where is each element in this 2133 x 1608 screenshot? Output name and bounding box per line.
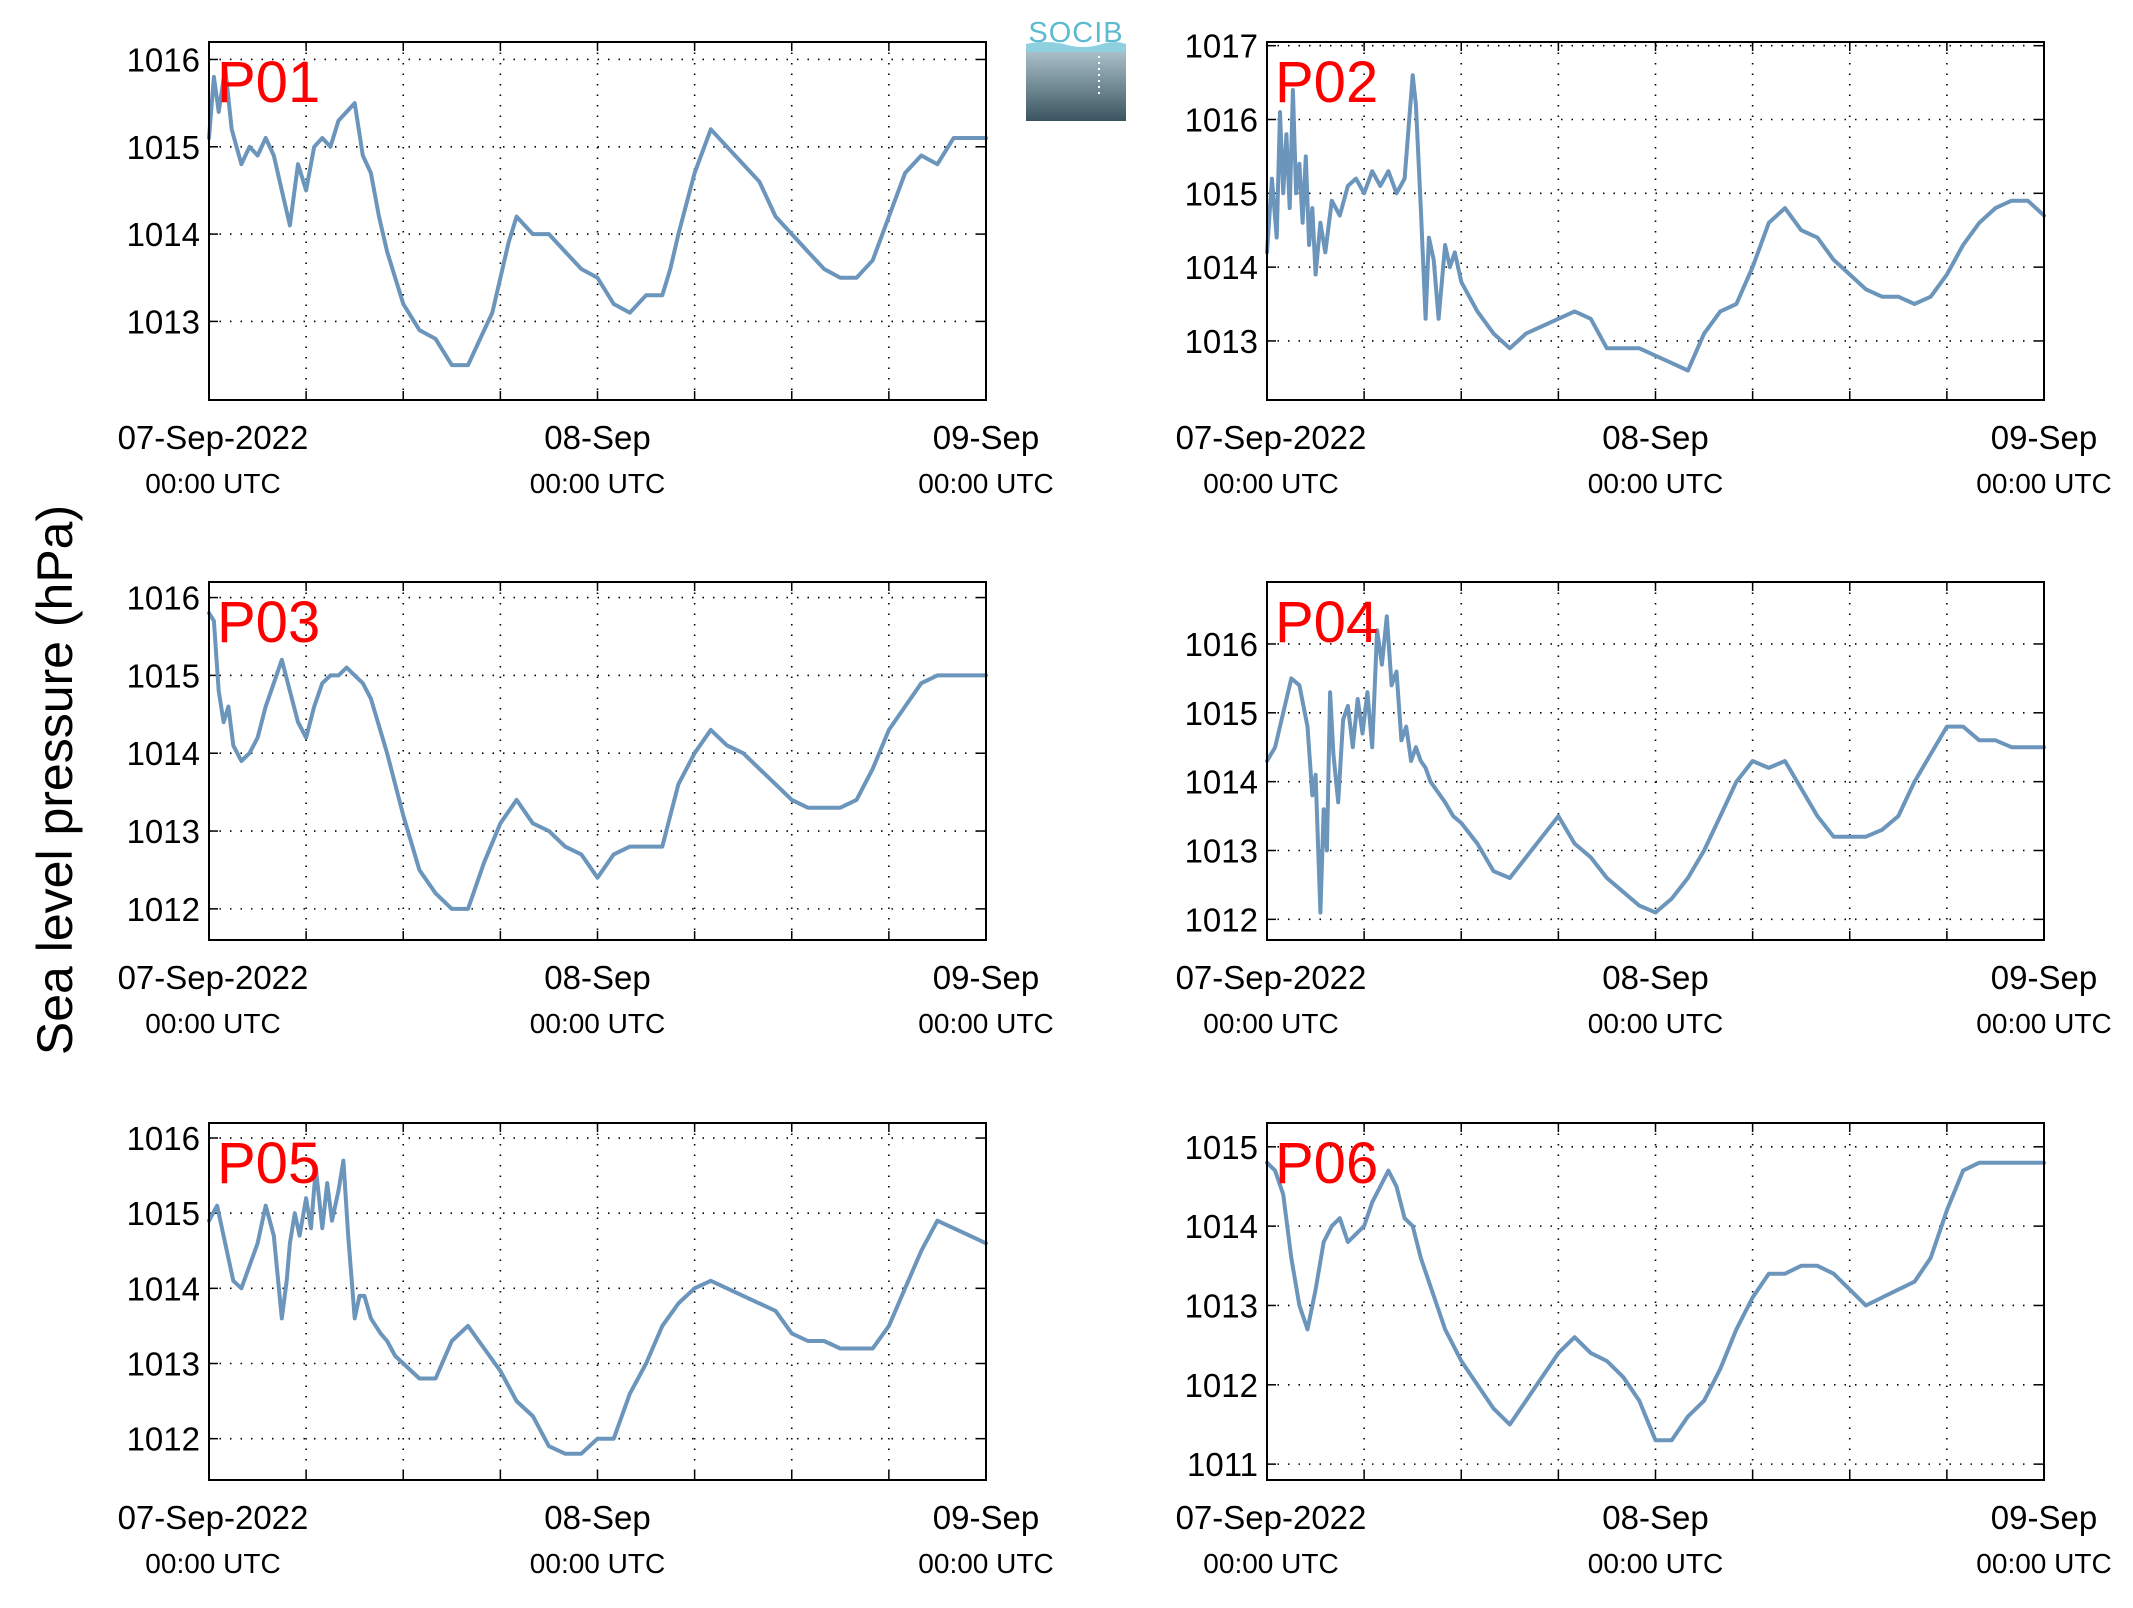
y-tick-label: 1014: [1185, 764, 1258, 801]
x-tick-sublabel: 00:00 UTC: [1588, 468, 1723, 499]
plot-frame-3: [208, 581, 987, 941]
x-tick-label: 09-Sep: [1991, 1499, 2097, 1536]
x-tick-sublabel: 00:00 UTC: [530, 468, 665, 499]
y-tick-label: 1016: [127, 41, 200, 78]
y-tick-label: 1011: [1187, 1446, 1258, 1483]
panel-title-P05: P05: [217, 1131, 320, 1196]
panel-title-P03: P03: [217, 590, 320, 655]
panel-title-P02: P02: [1275, 50, 1378, 115]
panel-title-P01: P01: [217, 50, 320, 115]
series-line-P04: [1265, 614, 2046, 915]
chart-panel-3: 1012 1013 1014 1015 1016 07-Sep-2022 00:00 UTC…: [118, 580, 1054, 1039]
y-tick-label: 1012: [127, 891, 200, 928]
y-tick-label: 1015: [1185, 175, 1258, 212]
x-tick-label: 07-Sep-2022: [118, 959, 309, 996]
y-tick-label: 1017: [1185, 28, 1258, 65]
plot-frame-6: [1266, 1122, 2045, 1481]
x-tick-label: 07-Sep-2022: [118, 1499, 309, 1536]
y-tick-label: 1014: [127, 216, 200, 253]
x-tick-sublabel: 00:00 UTC: [1588, 1548, 1723, 1579]
x-tick-label: 09-Sep: [933, 1499, 1039, 1536]
x-tick-label: 08-Sep: [1602, 959, 1708, 996]
chart-panel-1: 1013 1014 1015 1016 07-Sep-2022 00:00 UTC 08-S…: [118, 41, 1054, 499]
x-tick-sublabel: 00:00 UTC: [145, 1548, 280, 1579]
x-tick-sublabel: 00:00 UTC: [530, 1548, 665, 1579]
series-line-P01: [207, 66, 988, 368]
x-tick-label: 07-Sep-2022: [118, 419, 309, 456]
plot-frame-4: [1266, 581, 2045, 941]
panel-title-P04: P04: [1275, 590, 1378, 655]
x-tick-sublabel: 00:00 UTC: [530, 1008, 665, 1039]
y-tick-label: 1016: [127, 1120, 200, 1157]
series-line-P06: [1265, 1160, 2046, 1443]
x-tick-label: 09-Sep: [1991, 959, 2097, 996]
panel-title-P06: P06: [1275, 1131, 1378, 1196]
y-tick-label: 1015: [127, 1195, 200, 1232]
chart-panel-2: 1013 1014 1015 1016 1017 07-Sep-2022 00:00 UTC…: [1176, 28, 2112, 499]
series-line-P03: [207, 611, 988, 911]
y-tick-label: 1012: [127, 1421, 200, 1458]
panels: 1013 1014 1015 1016 07-Sep-2022 00:00 UTC 08-S…: [118, 28, 2112, 1579]
x-tick-label: 07-Sep-2022: [1176, 419, 1367, 456]
y-tick-label: 1016: [127, 580, 200, 617]
x-tick-label: 08-Sep: [544, 1499, 650, 1536]
plot-frame-2: [1266, 41, 2045, 401]
y-tick-label: 1013: [1185, 833, 1258, 870]
y-tick-label: 1015: [127, 129, 200, 166]
y-tick-label: 1013: [1185, 323, 1258, 360]
series-line-P05: [207, 1158, 988, 1456]
x-tick-sublabel: 00:00 UTC: [1976, 1548, 2111, 1579]
x-tick-label: 08-Sep: [1602, 419, 1708, 456]
x-tick-sublabel: 00:00 UTC: [1976, 1008, 2111, 1039]
x-tick-sublabel: 00:00 UTC: [918, 1008, 1053, 1039]
y-tick-label: 1016: [1185, 102, 1258, 139]
y-tick-label: 1015: [1185, 695, 1258, 732]
x-tick-sublabel: 00:00 UTC: [1203, 1008, 1338, 1039]
y-tick-label: 1013: [127, 303, 200, 340]
x-tick-label: 09-Sep: [1991, 419, 2097, 456]
y-axis-label: Sea level pressure (hPa): [27, 505, 83, 1055]
x-tick-label: 09-Sep: [933, 959, 1039, 996]
y-tick-label: 1014: [1185, 249, 1258, 286]
chart-panel-4: 1012 1013 1014 1015 1016 07-Sep-2022 00:00 UTC…: [1176, 581, 2112, 1039]
x-tick-label: 09-Sep: [933, 419, 1039, 456]
y-tick-label: 1015: [1185, 1129, 1258, 1166]
y-tick-label: 1014: [1185, 1208, 1258, 1245]
x-tick-label: 08-Sep: [1602, 1499, 1708, 1536]
y-tick-label: 1013: [127, 813, 200, 850]
socib-logo: SOCIB: [1026, 17, 1126, 121]
x-tick-sublabel: 00:00 UTC: [918, 468, 1053, 499]
x-tick-label: 07-Sep-2022: [1176, 959, 1367, 996]
x-tick-sublabel: 00:00 UTC: [1203, 468, 1338, 499]
x-tick-sublabel: 00:00 UTC: [918, 1548, 1053, 1579]
series-line-P02: [1265, 73, 2046, 373]
x-tick-label: 07-Sep-2022: [1176, 1499, 1367, 1536]
x-tick-sublabel: 00:00 UTC: [145, 468, 280, 499]
x-tick-sublabel: 00:00 UTC: [145, 1008, 280, 1039]
x-tick-sublabel: 00:00 UTC: [1203, 1548, 1338, 1579]
x-tick-label: 08-Sep: [544, 419, 650, 456]
y-tick-label: 1014: [127, 1270, 200, 1307]
chart-panel-6: 1011 1012 1013 1014 1015 07-Sep-2022 00:00 UTC…: [1176, 1122, 2112, 1579]
y-tick-label: 1016: [1185, 626, 1258, 663]
y-tick-label: 1013: [127, 1346, 200, 1383]
y-tick-label: 1012: [1185, 1367, 1258, 1404]
y-tick-label: 1015: [127, 657, 200, 694]
plot-frame-1: [208, 41, 987, 401]
chart-panel-5: 1012 1013 1014 1015 1016 07-Sep-2022 00:00 UTC…: [118, 1120, 1054, 1579]
x-tick-sublabel: 00:00 UTC: [1976, 468, 2111, 499]
socib-logo-text: SOCIB: [1028, 17, 1123, 49]
y-tick-label: 1014: [127, 735, 200, 772]
plot-frame-5: [208, 1122, 987, 1481]
x-tick-sublabel: 00:00 UTC: [1588, 1008, 1723, 1039]
y-tick-label: 1013: [1185, 1287, 1258, 1324]
y-tick-label: 1012: [1185, 901, 1258, 938]
x-tick-label: 08-Sep: [544, 959, 650, 996]
